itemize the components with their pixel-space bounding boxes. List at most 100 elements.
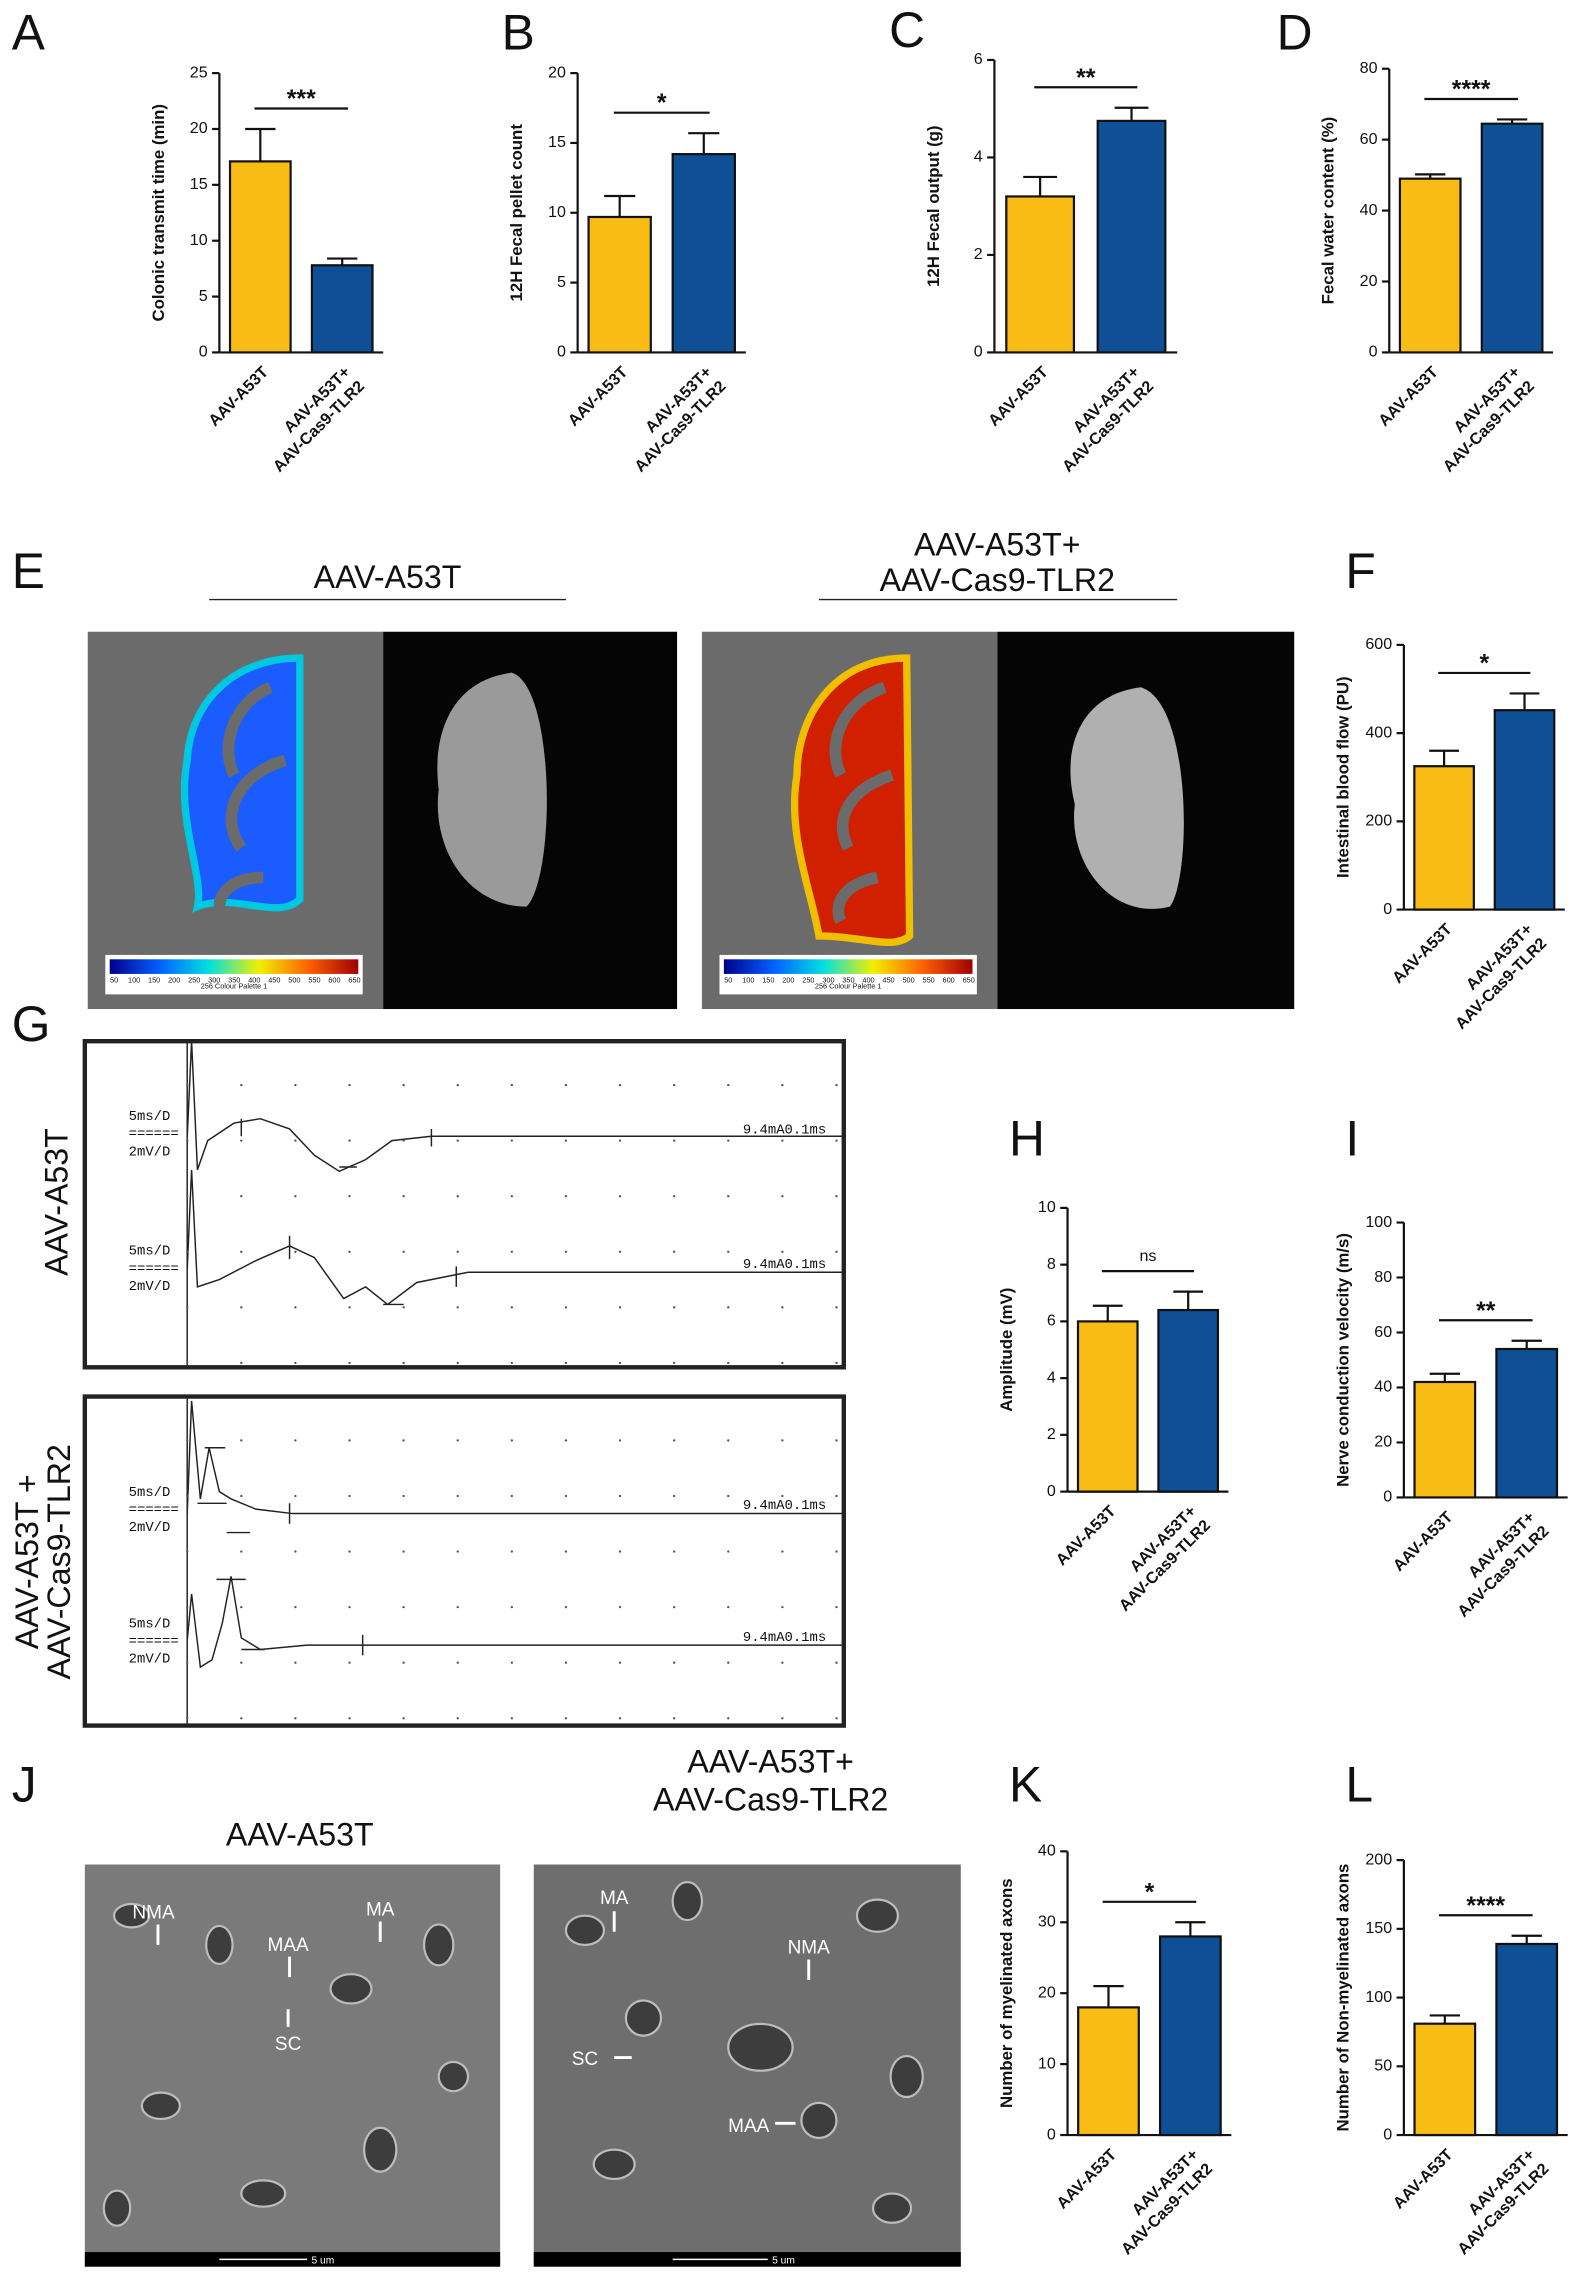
x-tick-label: AAV-A53T — [564, 363, 631, 430]
grid-dot — [781, 1306, 784, 1309]
grid-dot — [564, 1717, 568, 1720]
grid-dot — [781, 1250, 784, 1253]
grid-dot — [240, 1550, 243, 1553]
x-tick-label: AAV-A53T — [1390, 2145, 1457, 2212]
grid-dot — [835, 1139, 838, 1142]
grid-dot — [564, 1494, 568, 1498]
bar — [1413, 2022, 1477, 2137]
grid-dot — [618, 1605, 622, 1609]
grid-dot — [240, 1661, 243, 1664]
grid-dot — [672, 1439, 676, 1442]
grid-dot — [348, 1139, 351, 1142]
trace-setting: ====== — [129, 1261, 179, 1277]
x-tick-label: AAV-A53T — [1375, 363, 1442, 430]
group-label: AAV-A53T — [314, 559, 462, 595]
panel-label: G — [12, 996, 51, 1052]
grid-dot — [727, 1550, 730, 1553]
grid-dot — [294, 1661, 297, 1664]
grid-dot — [727, 1717, 730, 1720]
y-axis-label: Nerve conduction velocity (m/s) — [1333, 1233, 1352, 1487]
y-tick-label: 200 — [1365, 812, 1392, 830]
y-tick-label: 0 — [1047, 1482, 1056, 1500]
grid-dot — [402, 1250, 405, 1253]
bar — [1493, 709, 1556, 911]
grid-dot — [781, 1717, 784, 1720]
y-tick-label: 20 — [548, 63, 566, 81]
x-tick-label: AAV-A53T — [1052, 1502, 1119, 1569]
grid-dot — [835, 1083, 838, 1087]
panel-label: J — [12, 1757, 37, 1813]
grid-dot — [510, 1195, 514, 1198]
marker-label: MA — [600, 1888, 629, 1909]
grid-dot — [727, 1439, 730, 1442]
y-tick-label: 200 — [1365, 1850, 1392, 1868]
grid-dot — [456, 1605, 459, 1609]
grid-dot — [672, 1250, 676, 1253]
x-tick-label: AAV-A53T+AAV-Cas9-TLR2 — [617, 363, 730, 476]
y-tick-label: 150 — [1365, 1919, 1392, 1937]
grid-dot — [456, 1250, 459, 1253]
panel-label: A — [12, 5, 46, 61]
grid-dot — [564, 1083, 568, 1087]
grid-dot — [402, 1195, 405, 1198]
grid-dot — [456, 1494, 459, 1498]
y-tick-label: 20 — [1038, 1983, 1056, 2001]
grid-dot — [402, 1717, 405, 1720]
y-tick-label: 40 — [1374, 1378, 1392, 1396]
grid-dot — [186, 1139, 189, 1142]
grid-dot — [294, 1717, 297, 1720]
colorbar-tick: 400 — [862, 976, 874, 985]
traces — [82, 1039, 846, 1728]
marker-label: NMA — [788, 1938, 831, 1959]
grid-dot — [456, 1439, 459, 1442]
y-tick-label: 0 — [974, 343, 983, 361]
labels: A B C D E F G H I J K L AAV-A53T AAV-A53… — [9, 2, 1376, 2267]
group-label: AAV-A53T — [38, 1128, 74, 1276]
grid-dot — [618, 1083, 622, 1087]
grid-dot — [186, 1083, 189, 1087]
colorbar-tick: 450 — [268, 976, 280, 985]
y-tick-label: 25 — [190, 63, 208, 81]
grid-dot — [727, 1661, 730, 1664]
y-tick-label: 600 — [1365, 635, 1392, 653]
x-tick-label: AAV-A53T+AAV-Cas9-TLR2 — [1440, 2146, 1553, 2259]
grid-dot — [240, 1250, 243, 1253]
grid-dot — [186, 1661, 189, 1664]
colorbar-tick: 600 — [943, 976, 955, 985]
grid-dot — [456, 1661, 459, 1664]
trace-setting: ====== — [129, 1127, 179, 1143]
y-tick-label: 0 — [557, 343, 566, 361]
grid-dot — [618, 1306, 622, 1309]
grid-dot — [727, 1361, 730, 1365]
marker-label: SC — [572, 2049, 598, 2070]
grid-dot — [564, 1139, 568, 1142]
grid-dot — [781, 1439, 784, 1442]
grid-dot — [294, 1083, 297, 1087]
grid-dot — [348, 1439, 351, 1442]
grid-dot — [402, 1661, 405, 1664]
grid-dot — [456, 1361, 459, 1365]
grid-dot — [618, 1439, 622, 1442]
grid-dot — [456, 1306, 459, 1309]
grid-dot — [727, 1250, 730, 1253]
colorbar-tick: 150 — [762, 976, 774, 985]
grid-dot — [294, 1361, 297, 1365]
grid-dot — [348, 1306, 351, 1309]
colorbar-tick: 650 — [348, 976, 360, 985]
y-tick-label: 50 — [1374, 2057, 1392, 2075]
grid-dot — [618, 1717, 622, 1720]
grid-dot — [456, 1139, 459, 1142]
grid-dot — [781, 1195, 784, 1198]
grid-dot — [348, 1083, 351, 1087]
stimulus-label: 9.4mA0.1ms — [743, 1630, 826, 1646]
colorbar-tick: 250 — [802, 976, 814, 985]
grid-dot — [456, 1083, 459, 1087]
grid-dot — [402, 1083, 405, 1087]
y-axis-label: Colonic transmit time (min) — [149, 104, 168, 321]
panel-label: I — [1345, 1110, 1359, 1166]
stimulus-label: 9.4mA0.1ms — [743, 1122, 826, 1138]
colorbar-tick: 550 — [923, 976, 935, 985]
grid-dot — [618, 1361, 622, 1365]
x-tick-label: AAV-A53T+AAV-Cas9-TLR2 — [1045, 363, 1158, 476]
colorbar-tick: 200 — [168, 976, 180, 985]
